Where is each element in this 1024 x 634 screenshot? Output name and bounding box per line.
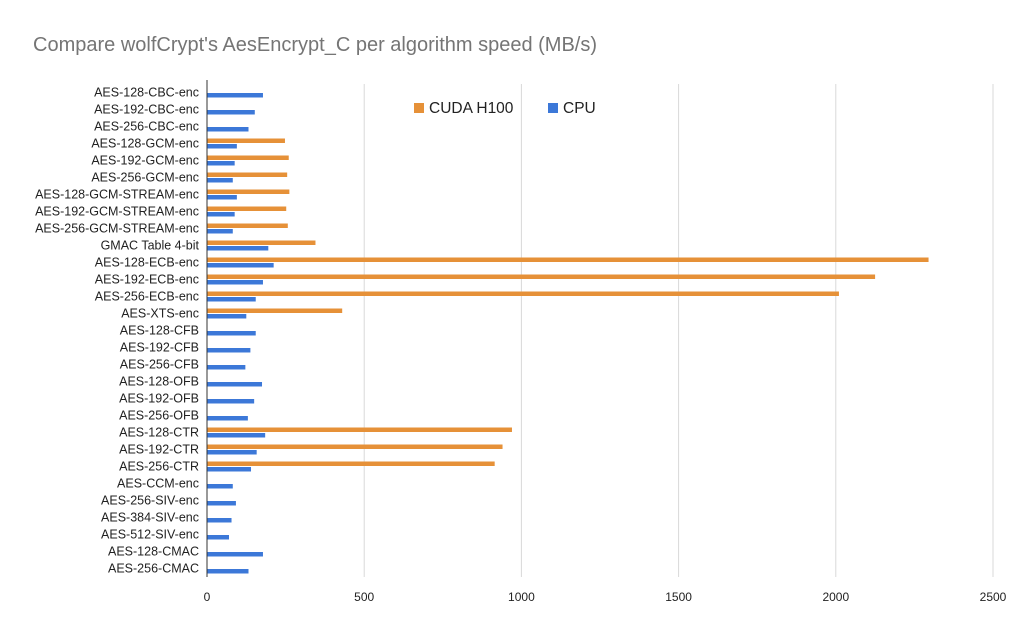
- bar-cpu: [207, 229, 233, 234]
- bar-cuda-h100: [207, 257, 929, 262]
- x-tick-label: 2000: [822, 590, 849, 604]
- category-label: AES-192-CTR: [119, 443, 199, 457]
- category-label: AES-XTS-enc: [121, 307, 199, 321]
- bar-cuda-h100: [207, 189, 290, 194]
- bar-cuda-h100: [207, 240, 316, 245]
- bar-cpu: [207, 144, 237, 149]
- x-tick-label: 1500: [665, 590, 692, 604]
- bar-cpu: [207, 195, 237, 200]
- bar-cuda-h100: [207, 291, 839, 296]
- category-label: AES-128-ECB-enc: [95, 256, 199, 270]
- legend-swatch: [414, 103, 424, 113]
- bar-cpu: [207, 569, 249, 574]
- category-labels: AES-128-CBC-enc AES-192-CBC-enc AES-256-CB…: [35, 86, 199, 576]
- bar-cuda-h100: [207, 206, 287, 211]
- bar-cpu: [207, 246, 269, 251]
- bar-cuda-h100: [207, 444, 503, 449]
- category-label: AES-256-OFB: [119, 409, 199, 423]
- bar-cpu: [207, 212, 235, 217]
- bar-cpu: [207, 297, 256, 302]
- bar-cuda-h100: [207, 461, 495, 466]
- x-tick-label: 1000: [508, 590, 535, 604]
- bar-cuda-h100: [207, 138, 285, 143]
- bar-cpu: [207, 331, 256, 336]
- category-label: AES-128-CTR: [119, 426, 199, 440]
- bar-cpu: [207, 178, 233, 183]
- bar-cpu: [207, 484, 233, 489]
- bar-cpu: [207, 110, 255, 115]
- category-label: AES-128-GCM-STREAM-enc: [35, 188, 199, 202]
- category-label: AES-192-CBC-enc: [94, 103, 199, 117]
- bars: [207, 93, 929, 574]
- bar-cuda-h100: [207, 155, 289, 160]
- category-label: AES-128-CBC-enc: [94, 86, 199, 100]
- category-label: AES-512-SIV-enc: [101, 528, 199, 542]
- bar-cpu: [207, 348, 251, 353]
- bar-cuda-h100: [207, 308, 343, 313]
- bar-cpu: [207, 518, 232, 523]
- category-label: AES-256-GCM-STREAM-enc: [35, 222, 199, 236]
- bar-cuda-h100: [207, 172, 288, 177]
- bar-cpu: [207, 127, 249, 132]
- bar-cpu: [207, 501, 236, 506]
- gridlines: [363, 84, 994, 577]
- bar-cpu: [207, 433, 266, 438]
- bar-cpu: [207, 535, 230, 540]
- category-label: AES-192-OFB: [119, 392, 199, 406]
- legend-label: CPU: [563, 100, 596, 117]
- chart-title: Compare wolfCrypt's AesEncrypt_C per alg…: [33, 34, 598, 56]
- category-label: AES-192-GCM-enc: [91, 154, 199, 168]
- bar-cuda-h100: [207, 427, 512, 432]
- category-label: AES-128-OFB: [119, 375, 199, 389]
- bar-cpu: [207, 467, 252, 472]
- x-tick-label: 0: [204, 590, 211, 604]
- legend-swatch: [548, 103, 558, 113]
- category-label: AES-192-GCM-STREAM-enc: [35, 205, 199, 219]
- bar-cuda-h100: [207, 274, 876, 279]
- legend: CUDA H100 CPU: [414, 100, 596, 117]
- bar-cpu: [207, 263, 274, 268]
- category-label: AES-384-SIV-enc: [101, 511, 199, 525]
- category-label: AES-256-GCM-enc: [91, 171, 199, 185]
- x-tick-labels: 0 500 1000 1500 2000 2500: [204, 590, 1007, 604]
- bar-cpu: [207, 280, 263, 285]
- x-tick-label: 500: [354, 590, 374, 604]
- category-label: AES-256-CBC-enc: [94, 120, 199, 134]
- category-label: AES-128-CFB: [120, 324, 199, 338]
- bar-cpu: [207, 399, 255, 404]
- category-label: AES-256-CMAC: [108, 562, 199, 576]
- x-tick-label: 2500: [980, 590, 1007, 604]
- legend-label: CUDA H100: [429, 100, 514, 117]
- bar-cpu: [207, 161, 235, 166]
- category-label: AES-256-CFB: [120, 358, 199, 372]
- category-label: AES-128-GCM-enc: [91, 137, 199, 151]
- category-label: AES-256-ECB-enc: [95, 290, 199, 304]
- category-label: AES-256-CTR: [119, 460, 199, 474]
- bar-cpu: [207, 93, 263, 98]
- bar-cpu: [207, 552, 263, 557]
- category-label: AES-256-SIV-enc: [101, 494, 199, 508]
- category-label: GMAC Table 4-bit: [101, 239, 200, 253]
- category-label: AES-192-CFB: [120, 341, 199, 355]
- bar-cpu: [207, 314, 247, 319]
- bar-cpu: [207, 416, 248, 421]
- category-label: AES-192-ECB-enc: [95, 273, 199, 287]
- bar-cpu: [207, 382, 263, 387]
- bar-cpu: [207, 450, 257, 455]
- category-label: AES-CCM-enc: [117, 477, 199, 491]
- bar-cuda-h100: [207, 223, 288, 228]
- category-label: AES-128-CMAC: [108, 545, 199, 559]
- bar-cpu: [207, 365, 246, 370]
